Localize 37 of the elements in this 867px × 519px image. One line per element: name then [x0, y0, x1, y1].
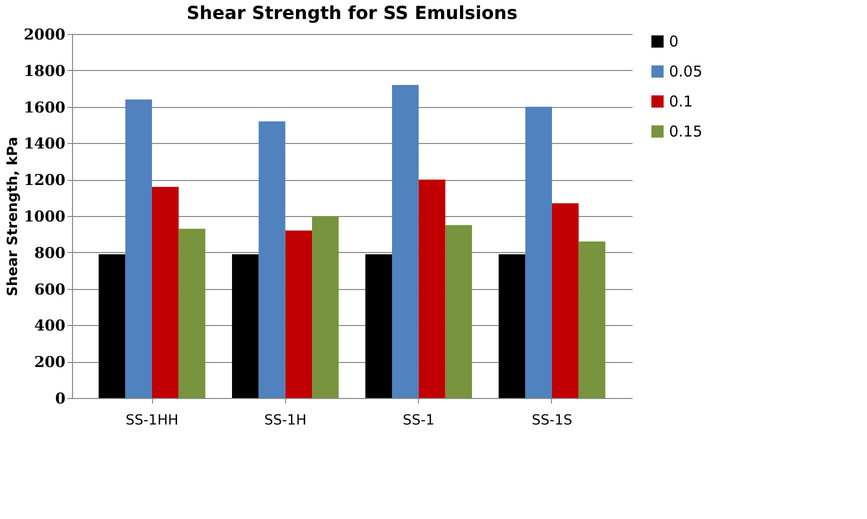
bar	[285, 230, 312, 398]
bar	[98, 254, 126, 398]
legend-label: 0.15	[669, 122, 702, 140]
legend-label: 0	[669, 32, 679, 50]
bar	[525, 106, 552, 398]
y-tick-label: 2000	[24, 26, 66, 44]
bar	[552, 203, 579, 398]
bar	[152, 186, 179, 398]
bar	[125, 100, 152, 398]
bar	[418, 180, 446, 398]
x-tick-label: SS-1H	[264, 412, 306, 428]
bar	[258, 121, 286, 398]
bar	[392, 84, 419, 398]
bar	[232, 254, 259, 398]
bar	[312, 216, 339, 398]
x-tick-label: SS-1	[402, 412, 435, 428]
bar	[498, 254, 526, 398]
y-tick-label: 0	[55, 390, 66, 408]
legend-label: 0.05	[669, 62, 702, 80]
y-tick-label: 800	[34, 244, 66, 262]
y-tick-label: 1000	[24, 208, 66, 226]
legend-label: 0.1	[669, 92, 693, 110]
y-tick-label: 600	[34, 280, 66, 298]
y-tick-label: 400	[34, 316, 66, 335]
y-tick-label: 200	[34, 353, 66, 372]
bar	[445, 225, 472, 398]
y-axis-title: Shear Strength, kPa	[4, 136, 21, 296]
x-tick-label: SS-1S	[532, 412, 572, 428]
y-tick-label: 1800	[24, 62, 66, 80]
bar	[578, 241, 606, 398]
x-tick-label: SS-1HH	[126, 412, 178, 428]
bar	[365, 254, 392, 398]
y-tick-label: 1400	[24, 134, 66, 153]
y-tick-label: 1200	[24, 171, 66, 190]
chart-title: Shear Strength for SS Emulsions	[186, 3, 518, 24]
bar	[178, 228, 206, 398]
y-tick-label: 1600	[24, 98, 66, 116]
